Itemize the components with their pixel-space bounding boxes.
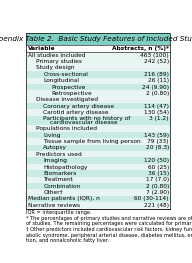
Bar [26,78,170,84]
Text: 463 (100): 463 (100) [140,53,169,58]
Bar [26,58,170,65]
Text: Treatment: Treatment [43,177,73,182]
Text: tion, and nonalcoholic fatty liver.: tion, and nonalcoholic fatty liver. [26,238,109,243]
Bar [26,176,170,183]
Bar [26,132,170,138]
Text: 216 (89): 216 (89) [144,72,169,77]
Text: Autopsy: Autopsy [43,145,67,150]
Text: Populations included: Populations included [36,126,97,131]
Text: 60 (30-114): 60 (30-114) [134,196,169,201]
Bar [26,45,170,52]
Bar [26,52,170,58]
Text: 24 (9.90): 24 (9.90) [142,85,169,90]
Bar [26,97,170,103]
Text: Median patients (IQR), n: Median patients (IQR), n [28,196,100,201]
Bar [26,84,170,90]
Bar [26,164,170,170]
Text: Longitudinal: Longitudinal [43,78,79,83]
Bar [26,33,170,45]
Text: 120 (50): 120 (50) [144,158,169,163]
Text: * The percentages of primary studies and narrative reviews are of the total numb: * The percentages of primary studies and… [26,216,192,221]
Text: Retrospective: Retrospective [51,91,92,96]
Text: 79 (33): 79 (33) [147,139,169,144]
Text: Prospective: Prospective [51,85,85,90]
Text: Primary studies: Primary studies [36,59,82,64]
Text: 130 (54): 130 (54) [144,110,169,115]
Text: Imaging: Imaging [43,158,67,163]
Bar [26,71,170,78]
Text: Study design: Study design [36,65,74,70]
Bar [26,138,170,145]
Text: Other†: Other† [43,190,63,195]
Text: 60 (25): 60 (25) [147,164,169,169]
Bar [26,103,170,109]
Text: All studies included: All studies included [28,53,85,58]
Text: Cross-sectional: Cross-sectional [43,72,88,77]
Text: Participants with no history of: Participants with no history of [43,116,131,121]
Text: Combination: Combination [43,184,81,189]
Text: Living: Living [43,133,61,138]
Text: IQR = interquartile range.: IQR = interquartile range. [26,210,92,215]
Text: Histopathology: Histopathology [43,164,88,169]
Text: Coronary artery disease: Coronary artery disease [43,104,114,109]
Text: Biomarkers: Biomarkers [43,171,77,176]
Bar [26,33,170,209]
Text: 114 (47): 114 (47) [144,104,169,109]
Bar [26,65,170,71]
Text: Abstracts, n (%)*: Abstracts, n (%)* [112,46,169,51]
Text: 20 (8.3): 20 (8.3) [146,145,169,150]
Text: Disease investigated: Disease investigated [36,97,98,102]
Text: 143 (59): 143 (59) [144,133,169,138]
Text: of studies. The remaining percentages were calculated for primary studies only.: of studies. The remaining percentages we… [26,221,192,226]
Bar [26,158,170,164]
Text: 17 (7.0): 17 (7.0) [146,177,169,182]
Text: 36 (15): 36 (15) [148,171,169,176]
Bar [26,189,170,196]
Text: abolic syndrome, peripheral arterial disease, diabetes mellitus, endothelial dys: abolic syndrome, peripheral arterial dis… [26,232,192,237]
Bar [26,125,170,132]
Text: 221 (48): 221 (48) [144,203,169,208]
Text: Variable: Variable [28,46,55,51]
Text: Predictors used: Predictors used [36,152,81,157]
Text: 242 (52): 242 (52) [144,59,169,64]
Text: Tissue sample from living person: Tissue sample from living person [43,139,141,144]
Text: 2 (0.80): 2 (0.80) [146,91,169,96]
Bar [26,202,170,209]
Bar [26,183,170,189]
Bar [26,90,170,97]
Text: † Other predictors included cardiovascular risk factors, kidney function, the me: † Other predictors included cardiovascul… [26,227,192,232]
Bar [26,196,170,202]
Text: 26 (11): 26 (11) [148,78,169,83]
Text: cardiovascular disease: cardiovascular disease [50,120,117,125]
Text: 7 (2.90): 7 (2.90) [146,190,169,195]
Bar [26,116,170,125]
Text: 3 (1.2): 3 (1.2) [149,116,169,121]
Bar [26,145,170,151]
Text: 2 (0.80): 2 (0.80) [146,184,169,189]
Bar [26,109,170,116]
Text: Narrative reviews: Narrative reviews [28,203,80,208]
Bar [26,151,170,158]
Bar [26,170,170,176]
Text: Appendix Table 2.  Basic Study Features of Included Studies: Appendix Table 2. Basic Study Features o… [0,36,192,42]
Text: Carotid artery disease: Carotid artery disease [43,110,109,115]
